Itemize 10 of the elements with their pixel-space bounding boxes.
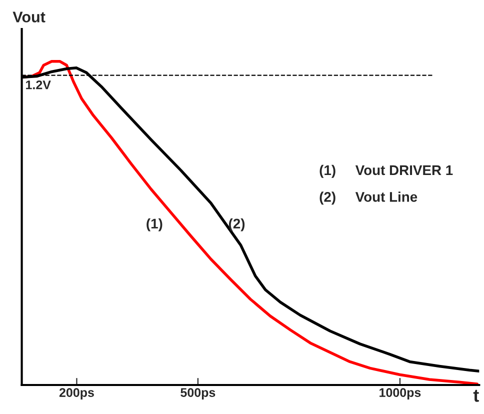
- ref-line-label: 1.2V: [26, 80, 51, 90]
- annotation: (1): [146, 218, 162, 232]
- annotation: (2): [228, 218, 245, 232]
- x-tick-label: 500ps: [180, 388, 216, 400]
- y-axis-title: Vout: [12, 12, 46, 22]
- x-tick-label: 1000ps: [380, 388, 421, 400]
- annotation: (2) Vout Line: [320, 192, 418, 205]
- x-tick-label: 200ps: [59, 388, 94, 400]
- x-axis-title: t: [473, 390, 479, 402]
- annotation: (1) Vout DRIVER 1: [320, 164, 453, 178]
